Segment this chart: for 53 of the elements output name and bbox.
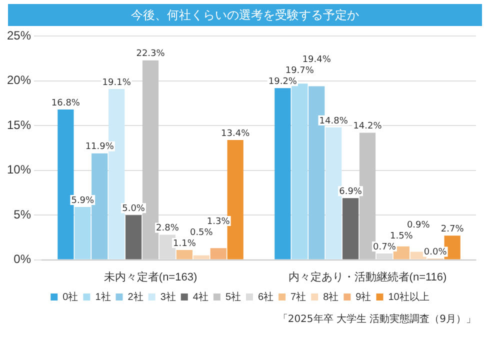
- y-tick-label: 0%: [14, 252, 32, 266]
- data-label: 14.2%: [353, 122, 382, 132]
- legend-label: 6社: [258, 290, 274, 303]
- legend-label: 10社以上: [388, 290, 430, 303]
- chart-title: 今後、何社くらいの選考を受験する予定か: [8, 4, 482, 26]
- y-tick-label: 20%: [6, 73, 32, 88]
- bar: [74, 207, 91, 260]
- data-label: 6.9%: [339, 186, 362, 197]
- data-label: 0.0%: [424, 248, 448, 258]
- data-label: 0.5%: [190, 228, 214, 238]
- data-label: 5.0%: [122, 204, 146, 214]
- x-tick-label: 未内々定者(n=163): [104, 270, 198, 284]
- data-label: 1.5%: [390, 231, 414, 242]
- y-tick-label: 25%: [6, 28, 32, 43]
- legend-label: 0社: [62, 290, 78, 303]
- legend-label: 4社: [192, 290, 208, 303]
- data-label: 0.7%: [373, 242, 396, 252]
- data-label: 5.9%: [71, 196, 95, 206]
- legend-label: 8社: [323, 290, 339, 303]
- data-label: 14.8%: [319, 116, 348, 126]
- data-label: 22.3%: [136, 49, 166, 60]
- bar: [274, 88, 291, 260]
- text: 「2025年卒 大学生 活動実態調査（9月）」: [276, 312, 476, 326]
- legend-label: 5社: [225, 290, 241, 303]
- data-label: 13.4%: [221, 128, 250, 139]
- legend-label: 9社: [356, 290, 372, 303]
- bar: [92, 153, 108, 260]
- legend-label: 2社: [128, 290, 144, 303]
- data-label: 1.3%: [206, 216, 230, 227]
- data-label: 11.9%: [85, 142, 114, 152]
- data-label: 2.8%: [156, 224, 180, 234]
- data-label: 19.2%: [268, 76, 298, 87]
- bar: [176, 250, 192, 260]
- data-label: 0.9%: [406, 220, 430, 230]
- x-tick-label: 内々定あり・活動継続者(n=116): [288, 270, 447, 284]
- data-label: 19.7%: [285, 66, 314, 76]
- data-label: 2.7%: [440, 224, 464, 234]
- legend-label: 1社: [95, 290, 111, 303]
- y-tick-label: 15%: [6, 118, 32, 132]
- data-label: 19.1%: [102, 78, 132, 88]
- bar: [58, 110, 74, 260]
- bar: [210, 248, 226, 260]
- y-tick-label: 10%: [6, 162, 32, 177]
- data-label: 16.8%: [51, 98, 80, 108]
- bar: [292, 84, 308, 260]
- legend-label: 3社: [160, 290, 176, 303]
- y-tick-label: 5%: [14, 207, 32, 222]
- data-label: 19.4%: [302, 54, 332, 65]
- bar: [193, 255, 210, 260]
- bar: [125, 215, 142, 260]
- legend-label: 7社: [290, 290, 306, 303]
- data-label: 1.1%: [173, 238, 196, 249]
- bar: [342, 198, 359, 260]
